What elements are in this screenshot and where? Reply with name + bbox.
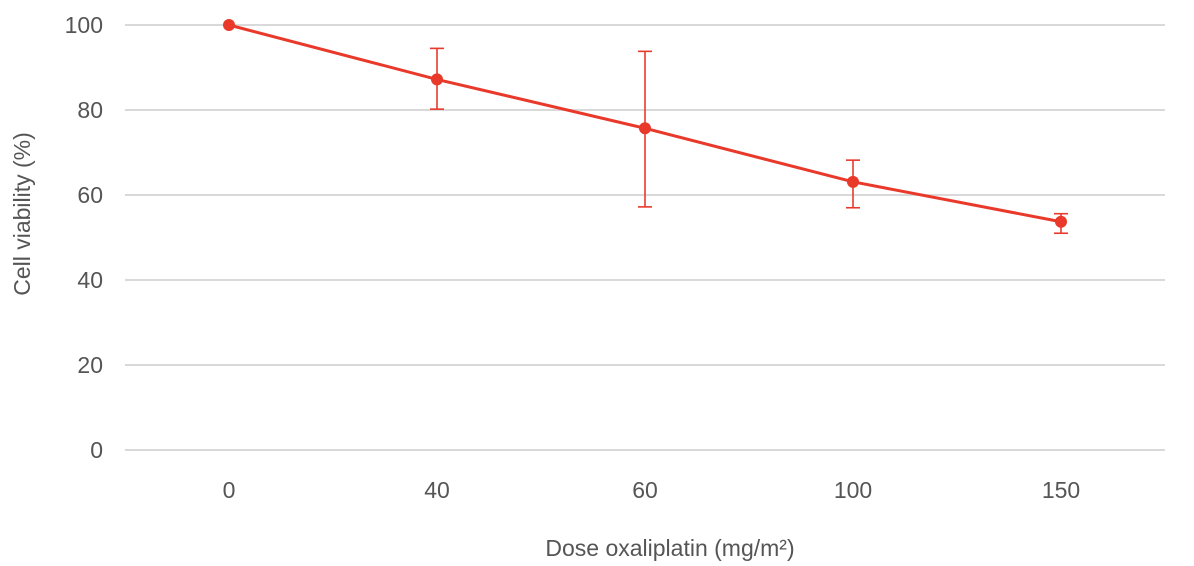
y-tick-label: 20 [77,352,103,378]
data-points [223,19,1067,228]
y-tick-label: 0 [90,437,103,463]
data-point [223,19,235,31]
x-axis-ticks: 0 40 60 100 150 [223,477,1081,503]
x-tick-label: 60 [632,477,658,503]
x-tick-label: 100 [834,477,872,503]
x-tick-label: 0 [223,477,236,503]
data-point [639,122,651,135]
y-tick-label: 60 [77,182,103,208]
y-tick-label: 40 [77,267,103,293]
data-point [1055,215,1067,228]
x-axis-title: Dose oxaliplatin (mg/m²) [545,535,794,561]
y-axis-ticks: 0 20 40 60 80 100 [65,12,103,463]
x-tick-label: 150 [1042,477,1080,503]
data-point [431,73,443,86]
x-tick-label: 40 [424,477,450,503]
y-axis-title: Cell viability (%) [9,132,35,296]
y-tick-label: 100 [65,12,103,38]
data-point [847,175,859,188]
y-tick-label: 80 [77,97,103,123]
